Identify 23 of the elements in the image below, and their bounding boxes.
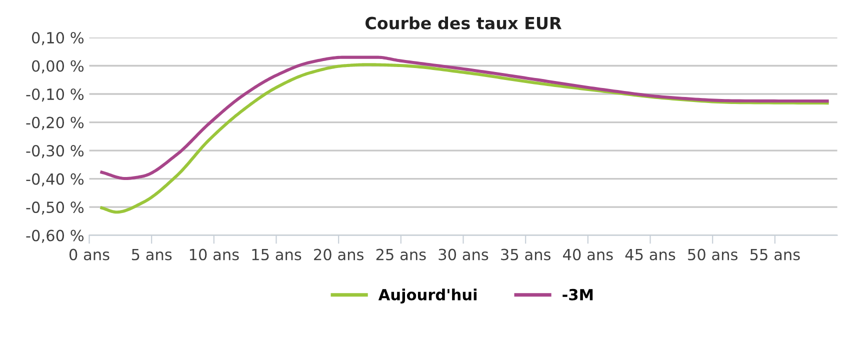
y-tick-label: -0,10 % xyxy=(26,88,84,102)
legend-label: Aujourd'hui xyxy=(378,288,477,304)
y-tick-label: -0,50 % xyxy=(26,202,84,215)
x-tick-label: 35 ans xyxy=(501,248,550,260)
legend-label: -3M xyxy=(562,288,593,300)
x-tick-label: 45 ans xyxy=(625,248,676,260)
x-tick-label: 20 ans xyxy=(314,248,364,260)
x-tick-label: 0 ans xyxy=(69,248,110,260)
chart-title: Courbe des taux EUR xyxy=(366,16,562,30)
x-tick-label: 40 ans xyxy=(563,248,613,260)
y-tick-label: 0,00 % xyxy=(32,60,84,74)
x-tick-label: 55 ans xyxy=(750,248,800,260)
x-tick-label: 15 ans xyxy=(252,248,302,260)
y-tick-label: -0,30 % xyxy=(26,144,84,158)
x-tick-label: 5 ans xyxy=(132,248,172,260)
x-tick-label: 30 ans xyxy=(438,248,488,260)
x-tick-label: 50 ans xyxy=(688,248,738,260)
x-tick-label: 10 ans xyxy=(190,248,239,260)
x-tick-label: 25 ans xyxy=(376,248,426,260)
y-tick-label: -0,60 % xyxy=(26,230,84,243)
y-tick-label: 0,10 % xyxy=(32,32,84,46)
y-tick-label: -0,40 % xyxy=(26,173,84,186)
y-tick-label: -0,20 % xyxy=(26,116,84,130)
